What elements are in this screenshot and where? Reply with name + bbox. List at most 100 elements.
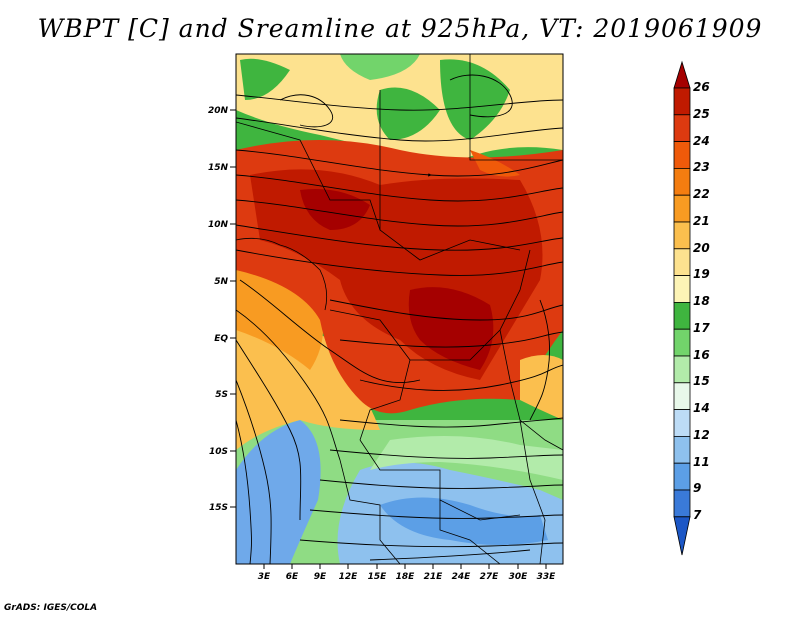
border-line	[469, 54, 563, 161]
lon-label: 15E	[368, 572, 388, 582]
streamline	[236, 117, 563, 142]
streamline	[339, 331, 563, 348]
streamline	[236, 174, 563, 202]
colorbar-label: 22	[693, 187, 710, 201]
colorbar-box	[673, 355, 691, 384]
lon-axis: 3E 6E 9E 12E 15E 18E 21E 24E 27E 30E 33E	[258, 564, 556, 582]
streamline	[239, 279, 421, 384]
colorbar-label: 11	[693, 455, 710, 469]
colorbar-label: 19	[693, 267, 710, 281]
colorbar-label: 25	[693, 107, 710, 121]
colorbar-box	[673, 248, 691, 277]
streamline	[236, 149, 563, 177]
streamline	[369, 549, 531, 561]
border-line	[439, 500, 501, 564]
lat-label: 10N	[208, 220, 229, 230]
colorbar-boxes	[673, 60, 691, 556]
streamline	[236, 224, 563, 251]
border-line	[236, 237, 328, 311]
shade-east-lightorange	[520, 355, 563, 420]
lon-label: 27E	[480, 572, 500, 582]
streamline	[339, 417, 563, 428]
map-frame	[235, 53, 564, 565]
lat-label: 15N	[208, 163, 229, 173]
border-line	[339, 459, 401, 564]
lat-axis: 20N 15N 10N 5N EQ 5S 10S 15S	[208, 106, 236, 513]
colorbar-label: 26	[693, 80, 710, 94]
lon-label: 6E	[286, 572, 299, 582]
streamline	[279, 94, 333, 128]
colorbar-box	[673, 141, 691, 169]
streamline	[236, 419, 252, 564]
border-line	[329, 309, 411, 441]
shade-north-lightgreen	[340, 54, 420, 80]
country-borders	[236, 54, 563, 564]
colorbar-box	[673, 194, 691, 223]
border-line	[236, 121, 381, 231]
border-line	[379, 90, 521, 261]
lon-label: 24E	[452, 572, 472, 582]
lat-label: 5N	[214, 277, 228, 287]
map-panel	[236, 54, 563, 564]
colorbar-labels: 26 25 24 23 22 21 20 19 18 17 16 15 14 1…	[693, 80, 710, 522]
colorbar-label: 9	[693, 481, 701, 495]
colorbar-label: 18	[693, 294, 710, 308]
streamline	[236, 199, 563, 227]
colorbar-box	[673, 328, 691, 357]
colorbar-label: 24	[693, 134, 710, 148]
colorbar-label: 17	[693, 321, 710, 335]
streamline	[329, 299, 563, 321]
streamlines	[236, 74, 563, 564]
shade-central-darkred-b	[300, 189, 370, 230]
border-line	[359, 439, 521, 521]
colorbar-label: 15	[693, 374, 710, 388]
streamline	[359, 364, 563, 391]
lat-label: 15S	[209, 503, 228, 513]
colorbar-box	[673, 516, 691, 556]
lat-label: 5S	[215, 390, 228, 400]
colorbar-label: 7	[693, 508, 702, 522]
colorbar-box	[673, 114, 691, 143]
streamline	[329, 449, 563, 459]
shade-north-green-b	[376, 87, 440, 140]
colorbar: 26 25 24 23 22 21 20 19 18 17 16 15 14 1…	[673, 60, 710, 556]
colorbar-box	[673, 462, 691, 491]
lon-label: 30E	[509, 572, 529, 582]
colorbar-box	[673, 435, 691, 464]
streamline	[236, 249, 563, 276]
streamline	[236, 94, 563, 111]
shade-central-darkred-a	[408, 287, 494, 370]
lat-label: 20N	[208, 106, 229, 116]
streamline	[236, 339, 302, 521]
shade-north-green-a	[240, 58, 290, 100]
streamline	[529, 299, 550, 421]
colorbar-box	[673, 409, 691, 437]
colorbar-box	[673, 87, 691, 116]
colorbar-box	[673, 275, 691, 303]
lon-label: 21E	[424, 572, 444, 582]
colorbar-label: 14	[693, 401, 710, 415]
lon-label: 3E	[258, 572, 271, 582]
shade-east-darkorange	[470, 150, 520, 177]
streamline	[299, 539, 563, 548]
map-title: WBPT [C] and Sreamline at 925hPa, VT: 20…	[37, 14, 763, 43]
lat-label: EQ	[214, 334, 228, 344]
shade-southwest-blue	[236, 420, 321, 564]
colorbar-label: 21	[693, 214, 710, 228]
colorbar-box	[673, 221, 691, 250]
streamline	[236, 379, 272, 564]
grads-credit: GrADS: IGES/COLA	[4, 603, 98, 613]
colorbar-label: 16	[693, 348, 710, 362]
lat-label: 10S	[209, 447, 228, 457]
lon-label: 9E	[314, 572, 327, 582]
streamline	[236, 309, 341, 461]
colorbar-label: 20	[693, 241, 710, 255]
lon-label: 18E	[396, 572, 416, 582]
colorbar-box	[673, 167, 691, 196]
shade-north-green-c	[440, 59, 510, 140]
colorbar-box	[673, 382, 691, 410]
lon-label: 33E	[537, 572, 557, 582]
border-line	[519, 419, 546, 564]
shade-south-darkblue	[380, 497, 548, 545]
